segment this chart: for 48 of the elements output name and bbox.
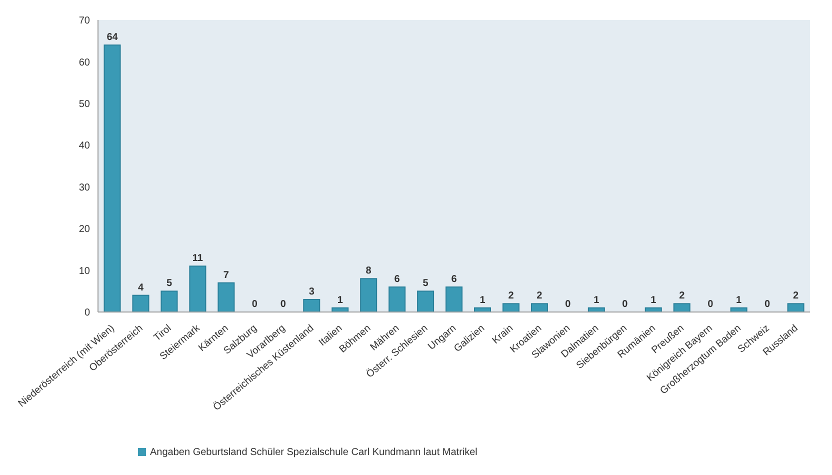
data-label: 0 (252, 299, 258, 310)
data-label: 4 (138, 282, 144, 294)
data-label: 1 (480, 294, 486, 306)
y-tick-label: 70 (78, 16, 90, 27)
y-tick-label: 20 (78, 224, 90, 236)
data-label: 3 (308, 286, 315, 298)
data-label: 5 (166, 278, 172, 290)
bar (104, 44, 121, 312)
bar (360, 278, 378, 312)
y-tick-label: 10 (78, 266, 90, 277)
data-label: 8 (366, 266, 372, 277)
y-tick-label: 60 (78, 57, 90, 68)
data-label: 1 (594, 294, 600, 306)
bar (303, 298, 320, 312)
data-label: 11 (192, 253, 204, 264)
bar (502, 303, 520, 312)
bar (132, 294, 150, 312)
data-label: 6 (451, 274, 458, 285)
bar (189, 266, 206, 312)
data-label: 2 (793, 290, 800, 302)
y-tick-label: 40 (78, 140, 90, 152)
data-label: 2 (536, 290, 543, 302)
data-label: 6 (394, 274, 400, 285)
legend-label: Angaben Geburtsland Schüler Spezialschule Carl Kundmann laut Matrikel (150, 447, 478, 458)
bar (530, 303, 548, 312)
data-label: 0 (764, 299, 771, 310)
bar (388, 286, 406, 312)
bar (673, 303, 690, 312)
data-label: 0 (280, 299, 286, 310)
data-label: 0 (622, 299, 628, 310)
data-label: 0 (565, 299, 572, 310)
bar (218, 282, 235, 312)
data-label: 64 (106, 32, 118, 44)
data-label: 0 (708, 299, 714, 310)
bar (417, 290, 434, 312)
y-tick-label: 30 (78, 182, 90, 194)
data-label: 1 (650, 294, 657, 306)
data-label: 1 (337, 294, 344, 306)
data-label: 5 (422, 278, 429, 290)
bar (160, 290, 178, 312)
data-label: 2 (679, 290, 686, 302)
data-label: 2 (508, 290, 514, 302)
y-tick-label: 0 (84, 308, 90, 319)
y-tick-label: 50 (78, 98, 90, 110)
bar (446, 286, 463, 312)
data-label: 7 (223, 270, 230, 281)
data-label: 1 (736, 294, 742, 306)
bar (787, 303, 804, 312)
